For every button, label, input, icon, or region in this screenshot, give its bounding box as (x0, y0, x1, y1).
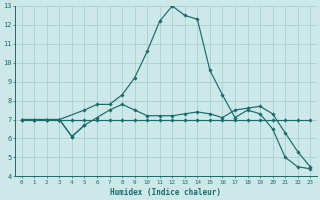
X-axis label: Humidex (Indice chaleur): Humidex (Indice chaleur) (110, 188, 221, 197)
